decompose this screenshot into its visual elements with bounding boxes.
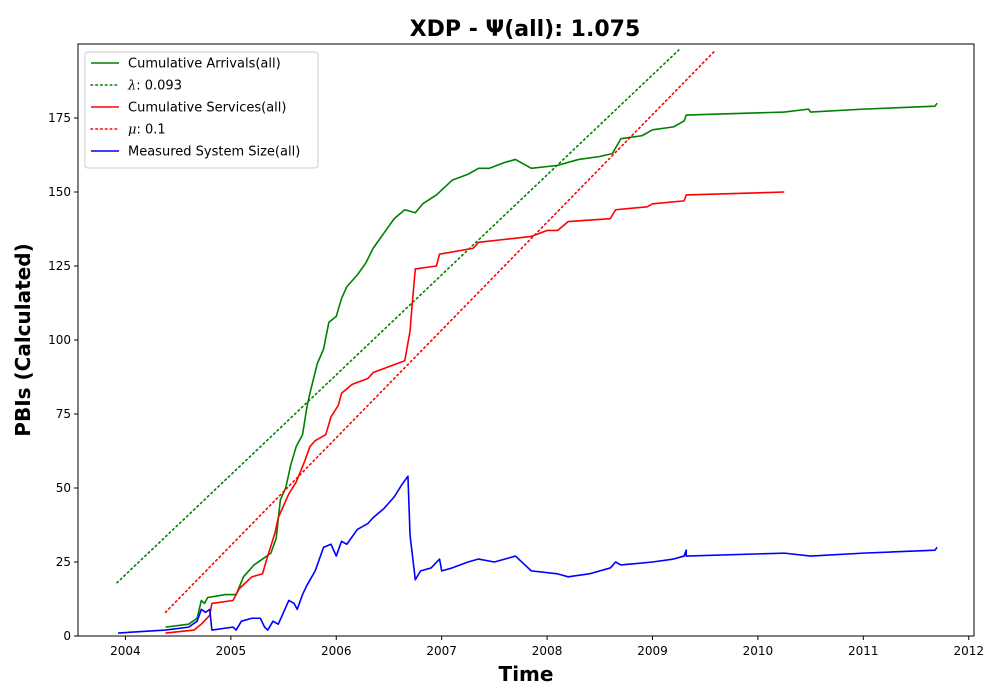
series-line-1 bbox=[116, 49, 680, 584]
y-tick-label: 150 bbox=[48, 185, 71, 199]
y-tick-label: 175 bbox=[48, 111, 71, 125]
y-tick-label: 25 bbox=[56, 555, 71, 569]
y-tick-label: 100 bbox=[48, 333, 71, 347]
series-line-0 bbox=[165, 102, 938, 628]
legend-label: λ: 0.093 bbox=[127, 79, 182, 94]
legend-label: Cumulative Services(all) bbox=[128, 101, 286, 116]
x-tick-label: 2006 bbox=[321, 644, 352, 658]
y-tick-label: 50 bbox=[56, 481, 71, 495]
legend-label: Cumulative Arrivals(all) bbox=[128, 57, 281, 72]
x-tick-label: 2010 bbox=[743, 644, 774, 658]
series-layer bbox=[116, 49, 938, 634]
x-tick-label: 2005 bbox=[216, 644, 247, 658]
x-tick-label: 2004 bbox=[110, 644, 141, 658]
legend-label: Measured System Size(all) bbox=[128, 145, 300, 160]
x-tick-label: 2009 bbox=[637, 644, 668, 658]
series-line-4 bbox=[118, 475, 938, 634]
x-tick-label: 2012 bbox=[953, 644, 984, 658]
chart-title: XDP - Ψ(all): 1.075 bbox=[410, 17, 641, 42]
plot-area bbox=[77, 43, 975, 637]
legend-box bbox=[84, 51, 319, 169]
y-tick-label: 125 bbox=[48, 259, 71, 273]
y-axis: 0 25 50 75 100 125 150 175 bbox=[48, 111, 78, 643]
x-axis: 2004 2005 2006 2007 2008 2009 2010 2011 2012 bbox=[110, 636, 984, 658]
y-tick-label: 75 bbox=[56, 407, 71, 421]
x-tick-label: 2008 bbox=[532, 644, 563, 658]
legend: Cumulative Arrivals(all) λ: 0.093 Cumulati… bbox=[84, 51, 319, 169]
series-line-3 bbox=[164, 49, 717, 614]
x-tick-label: 2007 bbox=[426, 644, 457, 658]
series-line-2 bbox=[165, 191, 785, 634]
y-axis-title: PBIs (Calculated) bbox=[11, 243, 35, 436]
y-tick-label: 0 bbox=[63, 629, 71, 643]
x-tick-label: 2011 bbox=[848, 644, 879, 658]
legend-label: μ: 0.1 bbox=[128, 123, 166, 138]
x-axis-title: Time bbox=[499, 662, 554, 686]
